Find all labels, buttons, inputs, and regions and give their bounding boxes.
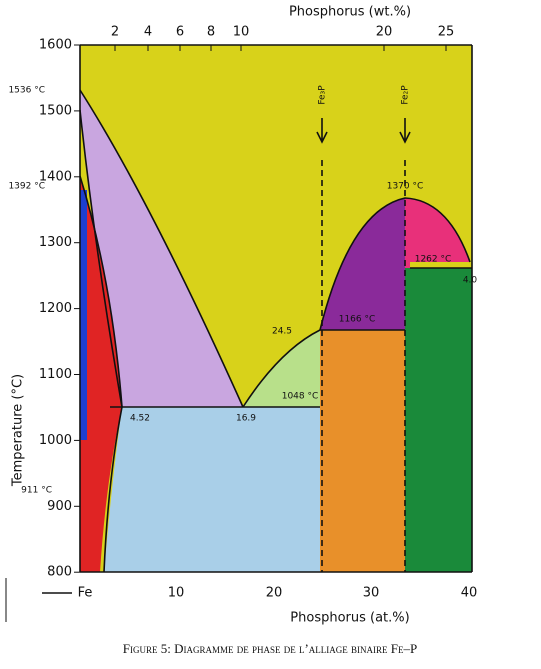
top-axis-title: Phosphorus (wt.%) (289, 5, 411, 20)
left-tick-label: 1400 (39, 169, 72, 184)
annotation: 1166 °C (339, 315, 376, 325)
annotation: 911 °C (21, 486, 52, 496)
left-tick-label: 1000 (39, 433, 72, 448)
bottom-tick-label: 40 (461, 586, 478, 601)
delta-liquid-region (80, 90, 243, 407)
top-tick-label: 8 (207, 25, 215, 40)
gamma-loop (79, 175, 123, 408)
fe3p-fe2p-region (320, 330, 405, 572)
top-tick-label: 20 (376, 25, 393, 40)
fe2p-region (405, 268, 472, 572)
left-tick-label: 1500 (39, 103, 72, 118)
bottom-axis-title: Phosphorus (at.%) (290, 611, 409, 626)
solidus (79, 109, 123, 573)
left-axis-title: Temperature (°C) (11, 374, 26, 487)
fe3p-liquid-region (243, 330, 320, 407)
left-tick-label: 1600 (39, 38, 72, 53)
alpha-fe3p-region (104, 407, 320, 572)
annotation: 1048 °C (282, 392, 319, 402)
top-tick-label: 25 (438, 25, 455, 40)
annotation: 1392 °C (8, 182, 45, 192)
annotation: 4.52 (130, 414, 150, 424)
left-tick-label: 1300 (39, 235, 72, 250)
annotation: 16.9 (236, 414, 256, 424)
fe3p-arrow (316, 118, 328, 144)
fe2p-liquid-right-region (405, 198, 470, 268)
left-tick-label: 800 (47, 565, 72, 580)
alpha-region (80, 176, 122, 572)
bottom-tick-label: 20 (266, 586, 283, 601)
liquidus (79, 89, 244, 408)
annotation: Fe₃P (318, 85, 328, 105)
left-tick-label: 900 (47, 499, 72, 514)
bottom-tick-label: 10 (168, 586, 185, 601)
top-tick-label: 4 (144, 25, 152, 40)
fe2p-arrow (399, 118, 411, 144)
left-tick-label: 1100 (39, 367, 72, 382)
caption: Figure 5: Diagramme de phase de l’alliag… (123, 641, 418, 656)
annotation: 1536 °C (8, 86, 45, 96)
annotation: 4.0 (463, 276, 478, 286)
top-tick-label: 10 (233, 25, 250, 40)
phase-boundaries (5, 44, 473, 622)
left-tick-label: 1200 (39, 301, 72, 316)
top-tick-label: 2 (111, 25, 119, 40)
annotation: Fe₂P (401, 85, 411, 105)
annotation: 1262 °C (415, 255, 452, 265)
fe2p-liquid-region (320, 198, 405, 330)
bottom-tick-label: Fe (78, 586, 93, 601)
liquidus-right (242, 197, 471, 408)
bottom-tick-label: 30 (363, 586, 380, 601)
gamma-region (80, 190, 87, 440)
annotation: 1370 °C (387, 182, 424, 192)
annotation: 24.5 (272, 327, 292, 337)
top-tick-label: 6 (176, 25, 184, 40)
